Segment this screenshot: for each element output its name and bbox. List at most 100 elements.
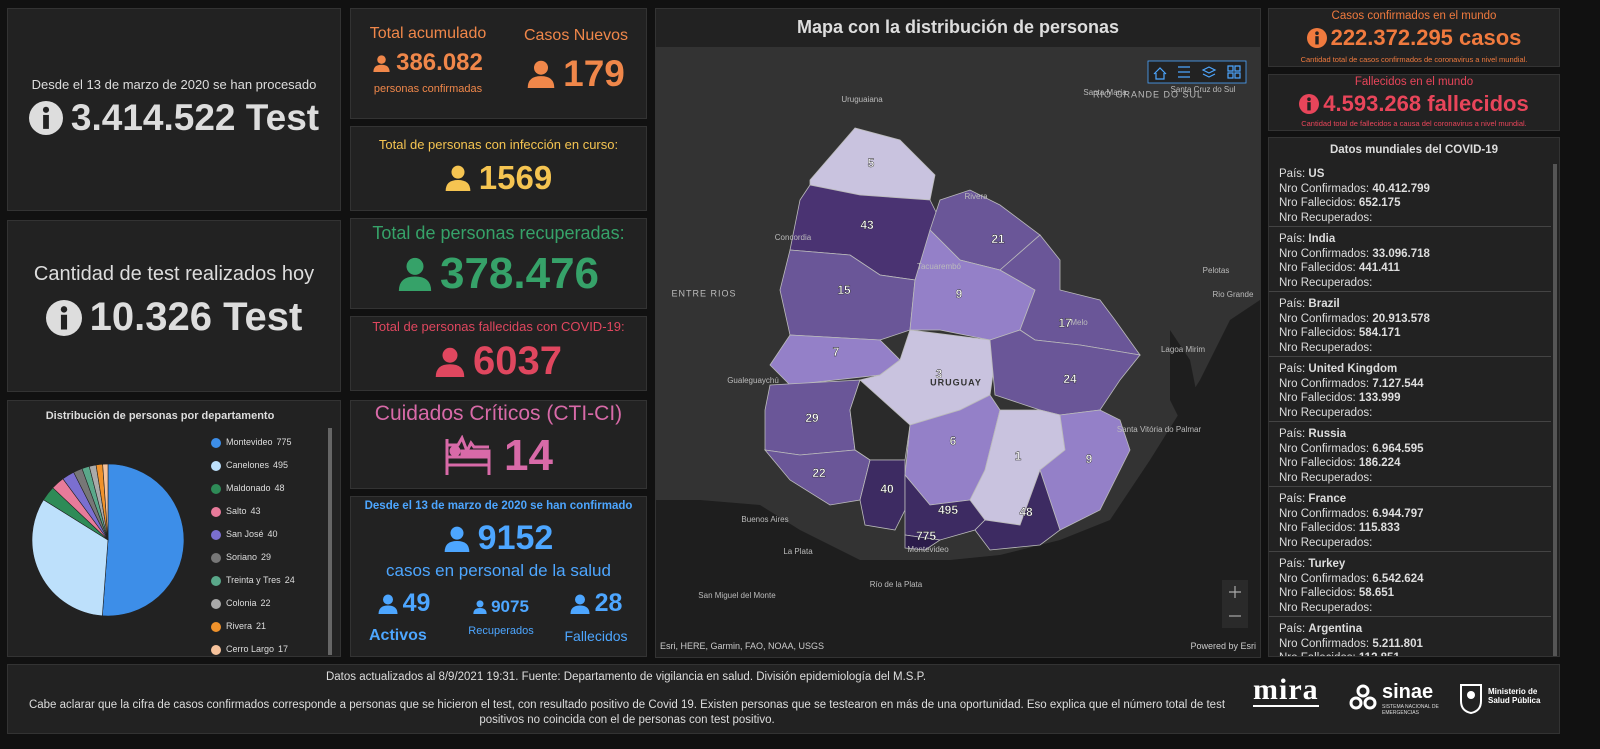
country-entry: País: US Nro Confirmados: 40.412.799 Nro F… [1269,162,1551,227]
world-cases-value: 222.372.295 casos [1330,25,1522,50]
world-cases-row: 222.372.295 casos [1269,25,1559,51]
country-field: Nro Recuperados: [1279,341,1541,356]
legend-value: 775 [277,437,292,447]
layers-button[interactable] [1201,66,1217,78]
world-cases-caption: Cantidad total de casos confirmados de c… [1300,55,1528,64]
country-field: País: Brazil [1279,297,1541,312]
department-count: 3 [936,367,943,381]
department[interactable] [1039,409,1131,531]
person-icon [445,165,471,191]
scrollbar[interactable] [1553,164,1557,656]
department[interactable] [904,534,942,551]
field-label: Nro Confirmados: [1279,377,1370,390]
department[interactable] [974,468,1061,551]
legend-value: 43 [251,506,261,516]
tests-today-value: 10.326 Test [89,295,303,339]
place-label: Santa Vitória do Palmar [1117,425,1202,434]
field-value: 20.913.578 [1372,312,1430,325]
staff-recovered-label: Recuperados [468,625,534,637]
field-label: Nro Confirmados: [1279,637,1370,650]
field-label: Nro Recuperados: [1279,276,1373,289]
bed-icon [445,435,491,475]
new-cases-row: 179 [506,53,646,95]
field-label: País: [1279,298,1306,310]
field-label: Nro Recuperados: [1279,471,1373,484]
field-value: 115.833 [1358,522,1400,534]
ministry-name: Ministerio de Salud Pública [1488,687,1541,705]
critical-panel: Cuidados Críticos (CTI-CI) 14 [350,400,647,489]
place-label: Rivera [964,192,988,201]
department[interactable] [999,234,1141,356]
country-field: País: France [1279,492,1541,507]
legend-name: Cerro Largo [226,644,274,654]
department-count: 29 [805,411,819,425]
person-icon [570,594,590,614]
deceased-title: Total de personas fallecidas con COVID-1… [372,319,625,334]
legend-name: Colonia [226,598,257,608]
lagoon [1170,330,1200,430]
country-field: País: Turkey [1279,557,1541,572]
accumulated-caption: personas confirmadas [373,83,483,95]
country-field: Nro Recuperados: [1279,471,1541,486]
department-count: 775 [916,529,936,543]
zoom-controls [1222,580,1248,628]
basemap-button[interactable] [1227,65,1241,79]
legend-name: Soriano [226,552,257,562]
country-list[interactable]: País: US Nro Confirmados: 40.412.799 Nro F… [1269,162,1551,656]
field-label: Nro Fallecidos: [1279,262,1356,274]
world-cases-title: Casos confirmados en el mundo [1331,10,1497,22]
recovered-title: Total de personas recuperadas: [372,223,625,243]
country-field: Nro Fallecidos: 58.651 [1279,586,1541,601]
field-value: France [1308,493,1347,505]
new-cases-value: 179 [563,53,625,94]
field-value: 584.171 [1358,327,1401,339]
legend-swatch [211,507,221,517]
field-label: Nro Confirmados: [1279,442,1370,455]
home-button[interactable] [1153,67,1167,80]
country-field: Nro Fallecidos: 652.175 [1279,196,1541,211]
tests-today-row: 10.326 Test [8,295,340,340]
place-label: URUGUAY [930,377,982,387]
field-label: Nro Fallecidos: [1279,652,1356,656]
zoom-in[interactable] [1229,586,1241,598]
department[interactable] [989,329,1141,416]
map-toolbar [1147,60,1247,84]
staff-deceased-label: Fallecidos [564,628,628,644]
place-label: Rio Grande [1213,290,1254,299]
field-value: 652.175 [1358,197,1401,209]
critical-row: 14 [351,431,646,481]
pie-slice [31,499,109,617]
staff-recovered-row: 9075 [456,597,546,617]
country-entry: País: Argentina Nro Confirmados: 5.211.80… [1269,617,1551,656]
legend-value: 40 [268,529,278,539]
department-count: 495 [938,503,958,517]
place-label: San Miguel del Monte [698,591,776,600]
field-label: Nro Fallecidos: [1279,587,1356,599]
world-deaths-row: 4.593.268 fallecidos [1269,91,1559,117]
legend-swatch [211,576,221,586]
field-label: País: [1279,233,1306,245]
legend-entry: Canelones 495 [226,460,288,470]
country-field: Nro Recuperados: [1279,536,1541,551]
deceased-value: 6037 [473,339,562,383]
field-label: Nro Confirmados: [1279,247,1370,260]
legend-name: Rivera [226,621,252,631]
legend-entry: Salto 43 [226,506,261,516]
toolbar-box [1147,60,1247,84]
recovered-panel: Total de personas recuperadas: 378.476 [350,218,647,309]
place-label: Río de la Plata [870,580,923,589]
legend-swatch [211,461,221,471]
staff-recovered-value: 9075 [491,597,529,616]
map[interactable]: 5 43 21 15 9 17 7 3 24 29 6 1 9 22 40 495 48 775 Uruguaia… [656,47,1260,657]
recovered-row: 378.476 [351,249,646,299]
field-value: Russia [1308,428,1347,440]
map-attribution: Esri, HERE, Garmin, FAO, NOAA, USGS [660,641,824,651]
department[interactable] [859,459,906,531]
place-label: Montevideo [907,545,949,554]
legend-value: 21 [256,621,266,631]
country-field: Nro Confirmados: 33.096.718 [1279,247,1541,262]
legend-button[interactable] [1178,66,1190,78]
field-label: Nro Confirmados: [1279,312,1370,325]
logo-mira: mira [1253,673,1319,707]
person-icon [473,600,487,614]
